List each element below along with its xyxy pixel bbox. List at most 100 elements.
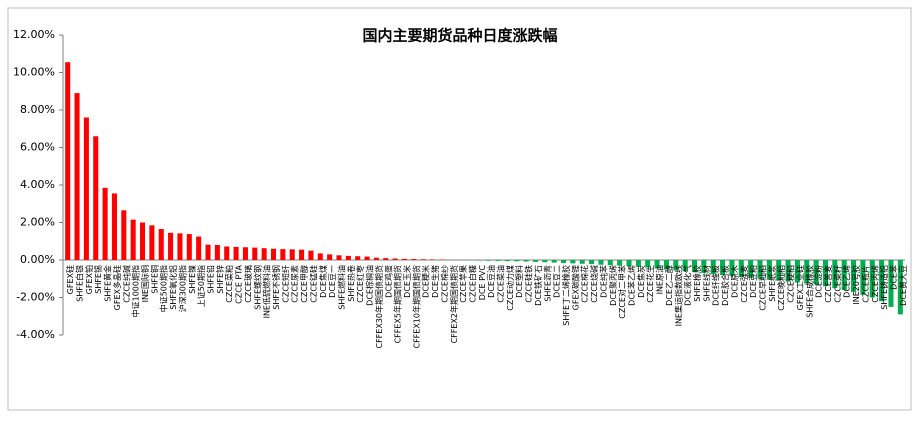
y-tick-label: 6.00% — [20, 141, 55, 154]
x-tick-label: DCE焦炭 — [636, 265, 646, 298]
x-tick-label: DCE乙烯 — [842, 265, 852, 298]
x-tick-label: CZCE丙烯 — [870, 265, 880, 303]
x-tick-label: DCE塑料 — [514, 265, 524, 298]
x-tick-label: SHFE橡胶 — [692, 265, 702, 302]
x-tick-label: DCE纯苯 — [598, 265, 608, 298]
bar — [271, 249, 276, 260]
x-tick-label: SHFE不锈钢 — [271, 265, 281, 310]
bar — [589, 260, 594, 264]
x-tick-label: INE国际铜 — [140, 265, 150, 302]
x-tick-label: DCE原木 — [729, 265, 739, 298]
x-tick-label: CZCE粳稻 — [786, 265, 796, 303]
x-tick-label: CZCE棉纱 — [439, 265, 449, 303]
x-tick-label: DCE乙二醇 — [664, 265, 674, 306]
bar — [308, 251, 313, 260]
x-tick-label: SHFE氧化铝 — [168, 265, 178, 310]
bar — [234, 247, 239, 260]
x-tick-label: DCE生猪 — [430, 265, 440, 298]
bar — [215, 245, 220, 260]
x-tick-label: 上证50期指 — [196, 265, 206, 307]
x-tick-label: DCE玉米 — [402, 265, 412, 298]
bar — [430, 259, 435, 260]
x-tick-label: SHFE纸浆 — [767, 265, 777, 302]
bar — [243, 247, 248, 260]
x-tick-label: CZCE花生 — [645, 265, 655, 303]
bar — [318, 253, 323, 260]
x-tick-label: GFEX铂 — [84, 265, 94, 294]
x-tick-label: CZCE纯碱 — [121, 265, 131, 303]
x-tick-label: CZCE短纤 — [280, 265, 290, 303]
bar — [103, 188, 108, 260]
x-tick-label: CZCE瓶片 — [860, 265, 870, 303]
bar — [570, 260, 575, 263]
x-tick-label: DCE苯 — [888, 265, 898, 290]
bar — [393, 259, 398, 261]
bar — [149, 225, 154, 260]
bar — [542, 260, 547, 262]
y-tick-label: -2.00% — [16, 291, 55, 304]
bar — [131, 220, 136, 260]
bar — [93, 136, 98, 260]
x-tick-label: SHFE铸造铝 — [879, 265, 889, 310]
x-tick-label: DCE豆一 — [328, 265, 337, 298]
x-tick-label: GFEX工业硅 — [795, 265, 805, 310]
x-tick-label: INE低硫燃料油 — [262, 265, 272, 318]
x-tick-label: INE原油 — [655, 265, 665, 294]
x-tick-label: DCE棕榈油 — [365, 265, 375, 306]
x-tick-label: DCE PVC — [478, 265, 487, 301]
y-tick-label: 4.00% — [20, 178, 55, 191]
bar — [411, 259, 416, 260]
bar — [121, 210, 126, 260]
x-tick-label: SHFE螺纹钢 — [252, 265, 262, 310]
x-tick-label: SHFE黄金 — [103, 265, 113, 302]
x-tick-label: DCE黄大豆 — [898, 265, 908, 306]
bar — [262, 248, 267, 260]
x-tick-label: CZCE尿素 — [290, 265, 300, 303]
x-tick-label: DCE胶合板 — [720, 265, 730, 306]
x-tick-label: SHFE热卷 — [346, 265, 356, 302]
x-tick-label: DCE豆油 — [486, 265, 496, 298]
bar — [617, 260, 622, 266]
bar — [112, 193, 117, 260]
x-tick-label: CZCE对二甲苯 — [617, 265, 627, 319]
x-tick-label: SHFE丁二烯橡胶 — [561, 265, 571, 326]
bar — [477, 260, 482, 261]
x-tick-label: DCE鸡蛋 — [383, 265, 393, 298]
bar — [598, 260, 603, 265]
bar — [421, 259, 426, 260]
bar — [552, 260, 557, 263]
x-tick-label: DCE粳米 — [421, 265, 431, 298]
y-tick-label: 10.00% — [13, 66, 55, 79]
x-tick-label: CZCE菜粕 — [224, 265, 234, 303]
bar — [580, 260, 585, 264]
bar — [84, 118, 89, 261]
bar — [177, 233, 182, 260]
bar — [65, 62, 70, 260]
bar — [533, 260, 538, 262]
x-tick-label: CZCE动力煤 — [505, 265, 515, 311]
x-tick-label: DCE淀粉 — [814, 265, 824, 298]
x-tick-label: SHFE铅 — [206, 265, 216, 294]
x-tick-label: SHFE合成橡胶 — [804, 265, 814, 318]
bar — [327, 254, 332, 260]
x-tick-label: CZCE锰硅 — [308, 265, 318, 303]
x-tick-label: CFFEX5年期国债期货 — [393, 265, 403, 343]
bar — [205, 245, 210, 260]
x-tick-label: 沪深300期指 — [177, 265, 187, 312]
x-tick-label: DCE苯乙烯 — [627, 265, 637, 306]
x-tick-label: CZCE白糖 — [467, 265, 477, 303]
bar — [608, 260, 613, 265]
x-tick-label: CZCE红枣 — [355, 265, 365, 303]
x-tick-label: SHFE燃料油 — [336, 265, 346, 310]
x-tick-label: CZCE烧碱 — [589, 265, 599, 303]
bar — [365, 257, 370, 260]
x-tick-label: GFEX多晶硅 — [112, 265, 122, 310]
bar — [299, 250, 304, 260]
x-tick-label: CZCE晚籼稻 — [776, 265, 786, 311]
bar — [196, 237, 201, 260]
bar — [336, 255, 341, 260]
x-tick-label: CZCE强麦 — [739, 265, 749, 303]
bar — [159, 229, 164, 260]
